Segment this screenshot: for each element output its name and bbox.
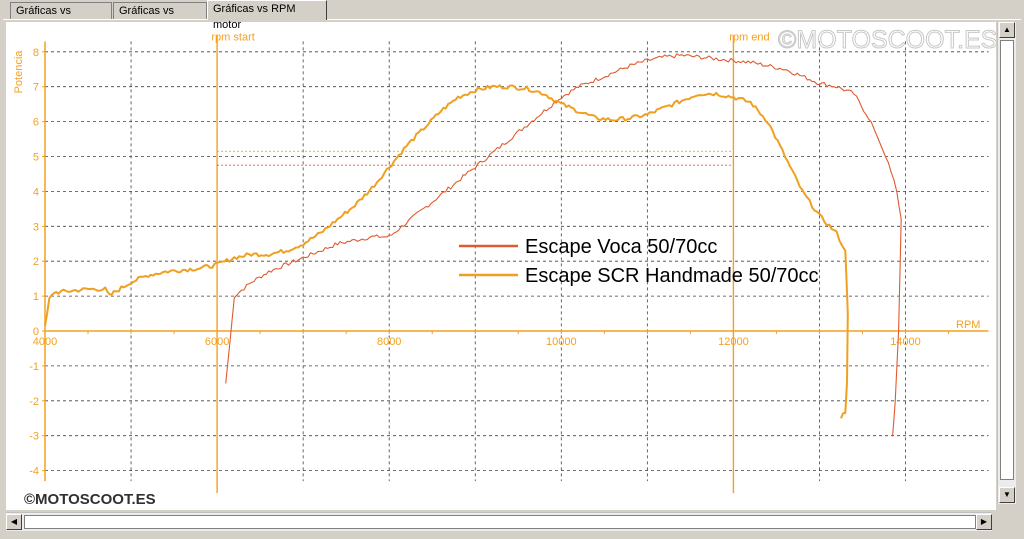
y-axis-label: Potencia	[13, 50, 25, 94]
watermark-bottom: ©MOTOSCOOT.ES	[24, 491, 156, 508]
y-tick-label: 6	[33, 117, 39, 129]
tab-graficas-vs-kmh[interactable]: Gráficas vs KMH	[113, 2, 207, 33]
rpm-marker-label: rpm start	[211, 31, 254, 43]
y-tick-label: -1	[29, 361, 39, 373]
scroll-up-button[interactable]: ▲	[999, 22, 1015, 38]
y-tick-label: -4	[29, 466, 39, 478]
legend-label: Escape SCR Handmade 50/70cc	[525, 265, 819, 287]
rpm-marker-label: rpm end	[729, 31, 769, 43]
chart-area: 876543210-1-2-3-440006000800010000120001…	[6, 22, 998, 510]
y-tick-label: 8	[33, 47, 39, 59]
y-tick-label: 5	[33, 152, 39, 164]
x-tick-label: 10000	[546, 336, 577, 348]
scroll-right-button[interactable]: ▶	[976, 514, 992, 530]
y-tick-label: 2	[33, 256, 39, 268]
grid	[45, 41, 989, 482]
scroll-down-button[interactable]: ▼	[999, 487, 1015, 503]
series-lines	[44, 53, 902, 436]
tab-graficas-vs-tiempo[interactable]: Gráficas vs Tiempo	[10, 2, 112, 33]
tab-strip: Gráficas vs Tiempo Gráficas vs KMH Gráfi…	[0, 0, 1024, 33]
chart-legend: Escape Voca 50/70cc Escape SCR Handmade 5…	[459, 236, 819, 287]
y-tick-label: 1	[33, 291, 39, 303]
scroll-left-button[interactable]: ◀	[6, 514, 22, 530]
y-tick-label: 3	[33, 221, 39, 233]
tab-graficas-vs-rpm-motor[interactable]: Gráficas vs RPM motor	[207, 0, 327, 31]
y-tick-label: 4	[33, 186, 39, 198]
series-line	[44, 84, 849, 419]
y-tick-label: -3	[29, 431, 39, 443]
rpm-markers: rpm start rpm end	[211, 31, 770, 494]
horizontal-scroll-thumb[interactable]	[24, 515, 976, 529]
x-tick-label: 14000	[890, 336, 921, 348]
x-axis-label: RPM	[956, 319, 980, 331]
y-tick-label: -2	[29, 396, 39, 408]
y-tick-label: 7	[33, 82, 39, 94]
watermark-top: ©MOTOSCOOT.ES	[778, 26, 996, 54]
rpm-power-chart: 876543210-1-2-3-440006000800010000120001…	[13, 26, 998, 509]
vertical-scrollbar[interactable]: ▲ ▼	[997, 22, 1016, 504]
vertical-scroll-thumb[interactable]	[1000, 40, 1014, 480]
horizontal-scrollbar[interactable]: ◀ ▶	[6, 512, 992, 531]
x-tick-label: 8000	[377, 336, 401, 348]
legend-label: Escape Voca 50/70cc	[525, 236, 717, 258]
y-tick-label: 0	[33, 326, 39, 338]
series-line	[225, 53, 902, 436]
